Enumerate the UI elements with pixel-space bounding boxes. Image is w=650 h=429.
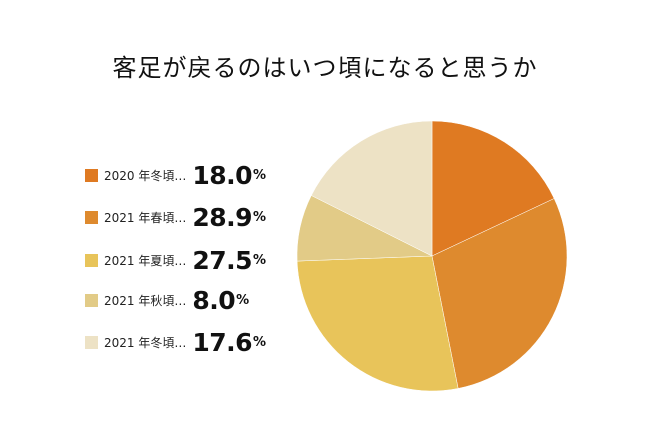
chart-title: 客足が戻るのはいつ頃になると思うか xyxy=(112,54,538,82)
legend-unit: % xyxy=(253,209,267,225)
legend-item: 2021 年秋頃… 8.0 % xyxy=(85,285,249,315)
legend-label: 2021 年冬頃… xyxy=(104,335,187,350)
legend-value: 8.0 xyxy=(192,285,236,315)
legend-item: 2021 年夏頃… 27.5 % xyxy=(85,245,266,275)
legend-swatch xyxy=(85,335,98,349)
legend-item: 2021 年春頃… 28.9 % xyxy=(85,202,266,232)
legend-unit: % xyxy=(253,252,267,268)
pie-slice-5 xyxy=(310,120,433,257)
pie-slice-2 xyxy=(431,198,568,389)
legend-label: 2021 年秋頃… xyxy=(104,293,187,308)
legend-unit: % xyxy=(253,167,267,183)
legend-label: 2020 年冬頃… xyxy=(104,168,187,183)
legend-swatch xyxy=(85,168,98,182)
legend-value: 28.9 xyxy=(192,202,253,232)
legend-item: 2020 年冬頃… 18.0 % xyxy=(85,160,266,190)
legend-label: 2021 年春頃… xyxy=(104,210,187,225)
legend-value: 18.0 xyxy=(192,160,253,190)
legend-swatch xyxy=(85,253,98,267)
legend-swatch xyxy=(85,210,98,224)
legend-unit: % xyxy=(236,292,250,308)
legend-swatch xyxy=(85,293,98,307)
legend-value: 17.6 xyxy=(192,327,253,357)
legend-unit: % xyxy=(253,334,267,350)
pie-slice-3 xyxy=(296,255,459,392)
legend-value: 27.5 xyxy=(192,245,253,275)
pie-slice-1 xyxy=(431,120,555,257)
legend-item: 2021 年冬頃… 17.6 % xyxy=(85,327,266,357)
legend-label: 2021 年夏頃… xyxy=(104,253,187,268)
